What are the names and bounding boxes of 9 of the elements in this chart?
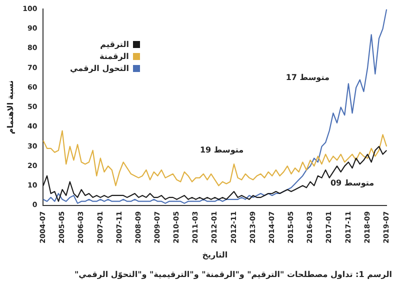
y-axis-title: نسبة الاهتمام: [6, 80, 15, 134]
annotation: متوسط 19: [200, 145, 244, 154]
legend-label: الترقيم: [100, 40, 129, 49]
text: الرسم 1: تداول مصطلحات "الترقيم" و"الرقمنة" و"الترقيمية" و"التحوّل الرقمي": [74, 270, 392, 279]
annotation: متوسط 17: [286, 72, 330, 82]
annotation: متوسط 09: [330, 178, 374, 188]
legend-label: الرقمنة: [99, 52, 129, 61]
legend-label: التحول الرقمي: [70, 64, 129, 73]
x-axis-title: التاريخ: [202, 250, 228, 260]
